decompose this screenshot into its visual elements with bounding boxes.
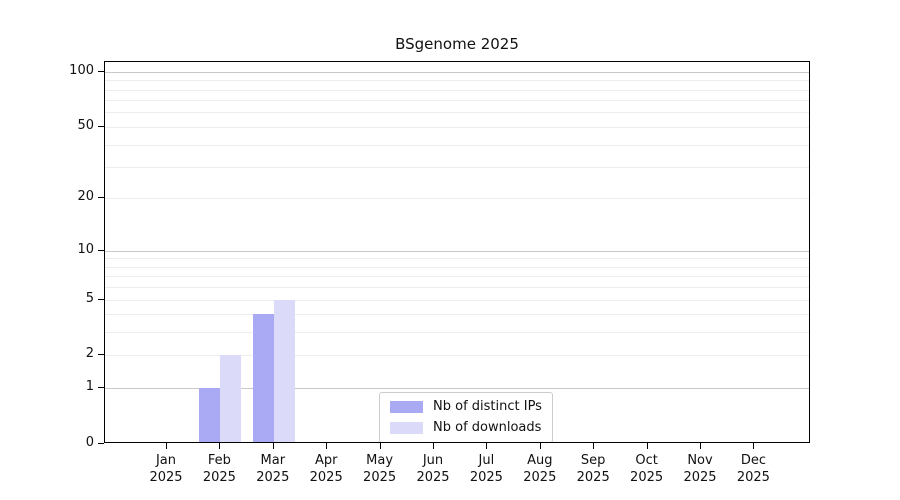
gridline-8 — [105, 266, 809, 268]
gridline-2 — [105, 355, 809, 357]
ytick-label-20: 20 — [77, 189, 94, 205]
legend-swatch-downloads-icon — [390, 422, 423, 434]
gridline-5 — [105, 299, 809, 301]
xtick-label-mar: Mar 2025 — [256, 453, 290, 485]
xtick-label-feb: Feb 2025 — [202, 453, 236, 485]
gridline-4 — [105, 314, 809, 316]
legend-item-downloads: Nb of downloads — [390, 420, 542, 436]
legend-item-distinct-ips: Nb of distinct IPs — [390, 399, 542, 415]
legend-label-downloads: Nb of downloads — [433, 420, 542, 435]
xtick-mark-sep — [593, 443, 595, 449]
xtick-label-apr: Apr 2025 — [309, 453, 343, 485]
ytick-label-50: 50 — [77, 117, 94, 133]
gridline-100 — [105, 71, 809, 73]
gridline-10 — [105, 250, 809, 252]
ytick-label-10: 10 — [77, 241, 94, 257]
gridline-90 — [105, 80, 809, 82]
bar-distinct-ips-mar — [252, 314, 274, 442]
gridline-30 — [105, 167, 809, 168]
gridline-60 — [105, 112, 809, 114]
ytick-mark-5 — [98, 298, 104, 300]
xtick-mark-jun — [433, 443, 434, 449]
ytick-mark-0 — [98, 443, 104, 444]
xtick-label-may: May 2025 — [363, 453, 397, 485]
xtick-mark-aug — [539, 443, 541, 449]
ytick-mark-1 — [98, 387, 104, 389]
xtick-mark-apr — [326, 443, 328, 449]
ytick-mark-10 — [98, 249, 104, 251]
xtick-mark-feb — [219, 443, 221, 449]
gridline-3 — [105, 332, 809, 334]
ytick-label-2: 2 — [85, 346, 94, 362]
plot-area: Nb of distinct IPs Nb of downloads — [104, 61, 810, 443]
gridline-80 — [105, 89, 809, 91]
xtick-mark-jan — [166, 443, 167, 449]
ytick-mark-2 — [98, 354, 104, 356]
xtick-mark-oct — [646, 443, 648, 449]
ytick-label-100: 100 — [69, 62, 94, 78]
bar-distinct-ips-feb — [199, 388, 221, 442]
gridline-40 — [105, 144, 809, 146]
ytick-label-5: 5 — [85, 290, 94, 306]
ytick-label-1: 1 — [85, 379, 94, 395]
bar-downloads-mar — [273, 299, 295, 442]
gridline-1 — [105, 388, 809, 390]
xtick-label-nov: Nov 2025 — [683, 453, 717, 485]
chart-title: BSgenome 2025 — [395, 35, 519, 53]
gridline-20 — [105, 198, 809, 200]
gridline-70 — [105, 100, 809, 102]
xtick-mark-may — [379, 443, 381, 449]
legend-swatch-distinct-ips-icon — [390, 401, 423, 413]
xtick-mark-mar — [272, 443, 274, 449]
ytick-mark-100 — [98, 70, 104, 72]
xtick-label-jun: Jun 2025 — [416, 453, 450, 485]
gridline-6 — [105, 287, 809, 289]
xtick-mark-jul — [486, 443, 488, 449]
xtick-label-oct: Oct 2025 — [630, 453, 664, 485]
gridline-7 — [105, 276, 809, 278]
xtick-label-dec: Dec 2025 — [736, 453, 770, 485]
xtick-mark-nov — [700, 443, 701, 449]
legend-label-distinct-ips: Nb of distinct IPs — [433, 399, 542, 414]
ytick-label-0: 0 — [85, 435, 94, 450]
xtick-label-jan: Jan 2025 — [149, 453, 183, 485]
xtick-label-sep: Sep 2025 — [576, 453, 610, 485]
legend: Nb of distinct IPs Nb of downloads — [379, 392, 553, 442]
ytick-mark-20 — [98, 197, 104, 199]
gridline-9 — [105, 258, 809, 260]
ytick-mark-50 — [98, 125, 104, 127]
xtick-label-jul: Jul 2025 — [469, 453, 503, 485]
xtick-label-aug: Aug 2025 — [523, 453, 557, 485]
gridline-50 — [105, 126, 809, 128]
xtick-mark-dec — [753, 443, 755, 449]
bar-downloads-feb — [220, 355, 242, 442]
